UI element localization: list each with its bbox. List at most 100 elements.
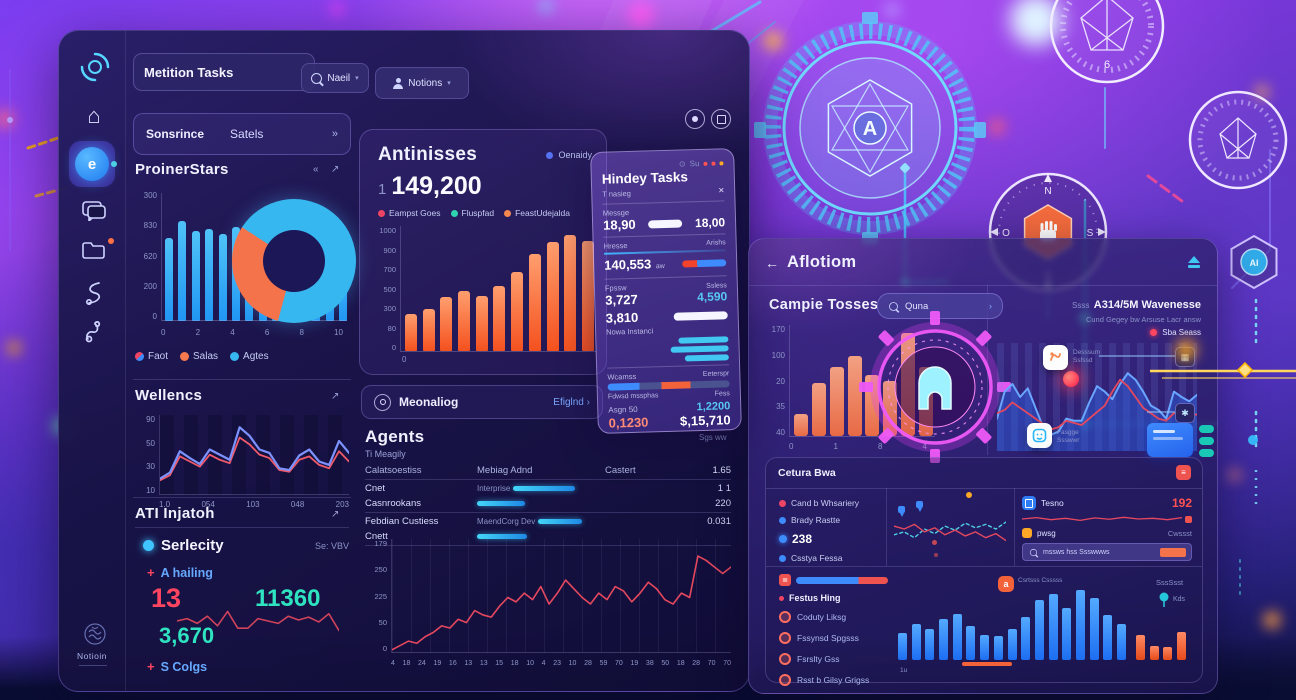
list-item[interactable]: Rsst b Gilsy Grigss	[779, 674, 888, 686]
meonaliog-link[interactable]: Efiglnd ›	[553, 396, 590, 408]
hindey-tasks-card: ⊙ Su Hindey Tasks T nasieg × Messge 18,9…	[590, 148, 742, 434]
user-menu-button[interactable]: Notions ▾	[375, 67, 469, 99]
mini-card[interactable]	[1147, 423, 1193, 457]
active-item-label: e	[87, 155, 97, 173]
expand-icon[interactable]: ↗	[331, 509, 340, 520]
projects-notification-dot	[108, 238, 114, 244]
bar	[1136, 634, 1145, 660]
list-item[interactable]: Fsrslty Gss	[779, 653, 888, 665]
sidebar-item-active[interactable]: e	[75, 147, 109, 181]
axis-tick: 8	[299, 328, 304, 337]
card-menu-icon[interactable]: ≡	[1176, 465, 1191, 480]
tree-icon	[1159, 592, 1169, 607]
map-pin	[898, 506, 905, 517]
list-item[interactable]: Fssynsd Spgsss	[779, 632, 888, 644]
row-bar	[477, 533, 527, 539]
axis-tick: 2	[195, 328, 201, 337]
line-plot	[160, 417, 349, 494]
window-action-grid-icon[interactable]	[711, 109, 731, 129]
table-row[interactable]: Casnrookans 220	[365, 496, 731, 511]
y-axis-ticks: 90 50 30 10	[135, 415, 155, 495]
bar	[191, 231, 200, 321]
ai-radial-widget	[859, 311, 1011, 463]
table-row[interactable]: Cnett	[365, 529, 731, 544]
hindey-subtitle: T nasieg	[602, 188, 632, 199]
bokeh-glow	[1176, 340, 1196, 360]
axis-tick: 35	[776, 402, 785, 412]
row-value: 140,553	[604, 256, 652, 273]
bar-group	[898, 590, 1126, 660]
row-value: 18,90	[602, 216, 636, 233]
bokeh-glow	[540, 0, 552, 12]
list-item[interactable]: Brady Rastte	[779, 515, 859, 525]
row-right-label: Eeterspr	[702, 370, 730, 379]
axis-tick: 80	[387, 323, 396, 333]
axis-tick: 24	[418, 660, 426, 667]
row-bar	[537, 518, 582, 524]
ati-value-teal2: 3,670	[159, 623, 215, 648]
node-button[interactable]: ✱	[1175, 403, 1195, 423]
filter-bar[interactable]: Sonsrince Satels »	[133, 113, 351, 155]
bar	[883, 380, 898, 436]
back-icon[interactable]: ←	[765, 255, 779, 271]
search-input[interactable]: Metition Tasks	[133, 53, 315, 91]
line-plot	[894, 500, 1006, 558]
close-icon[interactable]: ×	[718, 185, 725, 197]
ai-head-icon	[918, 366, 952, 410]
sidebar-item-tools[interactable]	[82, 319, 106, 343]
sidebar-item-home[interactable]: ⌂	[87, 103, 101, 128]
festus-title: Festus Hing	[789, 593, 841, 603]
list-item[interactable]: Coduty Liksg	[779, 611, 888, 623]
antinisses-chart: 1000 900 700 500 300 80 0 0	[372, 226, 598, 366]
active-notification-dot	[111, 161, 117, 167]
aflotiom-panel: ← Aflotiom Campie Tosses Quna › 170 100 20…	[748, 238, 1218, 694]
axis-tick: 18	[402, 660, 411, 667]
cyan-bar	[670, 345, 729, 353]
list-item[interactable]: 238	[779, 532, 859, 546]
table-row[interactable]: Febdian Custiess MaendCorg Dev 0.031	[365, 514, 731, 529]
column-header: Mebiag Adnd	[477, 465, 533, 476]
antinisses-title: Antinisses	[378, 144, 478, 165]
sidebar-item-projects[interactable]	[81, 239, 107, 261]
brand-name: Notioin	[77, 651, 107, 661]
bar	[475, 296, 488, 351]
bar	[1048, 593, 1058, 660]
app-icon-face[interactable]	[1027, 423, 1052, 448]
axis-tick: 250	[374, 565, 387, 575]
bar	[405, 313, 417, 351]
bar	[829, 366, 844, 436]
axis-tick: 620	[143, 251, 157, 261]
doc-icon	[1022, 496, 1036, 510]
app-icon-doodle[interactable]	[1043, 345, 1068, 370]
sidebar-item-flows[interactable]	[82, 281, 106, 305]
axis-tick: 4	[391, 660, 395, 667]
tesno-search[interactable]: mssws hss Ssswwws	[1022, 543, 1192, 561]
row-label: Asgn 50	[608, 404, 638, 415]
axis-tick: 100	[771, 350, 785, 360]
expand-icon[interactable]: ↗	[331, 164, 340, 175]
eject-icon[interactable]	[1187, 256, 1201, 268]
column-header: Calatsoestiss	[365, 465, 422, 476]
meonaliog-row[interactable]: Meonaliog Efiglnd ›	[361, 385, 603, 419]
filter-arrow-icon[interactable]: »	[331, 128, 338, 140]
list-item[interactable]: Csstya Fessa	[779, 553, 859, 563]
table-row[interactable]: Cnet Interprise 1 1	[365, 481, 731, 496]
collapse-icon[interactable]: «	[313, 164, 319, 175]
list-item[interactable]: Cand b Whsariery	[779, 498, 859, 508]
search-filter-button[interactable]: Naeil ▾	[301, 63, 369, 93]
sidebar: ⌂ e Notioin	[59, 31, 126, 691]
bar	[1062, 607, 1072, 660]
search-filter-label: Naeil	[327, 72, 351, 84]
app-icon-label: Desssum Ssfssd	[1073, 349, 1101, 365]
bar-group	[405, 226, 594, 351]
table-header: Calatsoestiss Mebiag Adnd Castert 1.65	[365, 463, 731, 478]
axis-tick: 6	[264, 328, 270, 337]
search-input-value: Metition Tasks	[144, 64, 234, 80]
row-value: 3,810	[605, 309, 639, 326]
window-action-target-icon[interactable]	[685, 109, 705, 129]
bokeh-glow	[990, 120, 1004, 134]
search-icon	[1029, 548, 1038, 556]
expand-icon[interactable]: ↗	[331, 391, 340, 402]
app-logo-icon[interactable]	[79, 51, 111, 83]
sidebar-item-messages[interactable]	[81, 199, 107, 223]
